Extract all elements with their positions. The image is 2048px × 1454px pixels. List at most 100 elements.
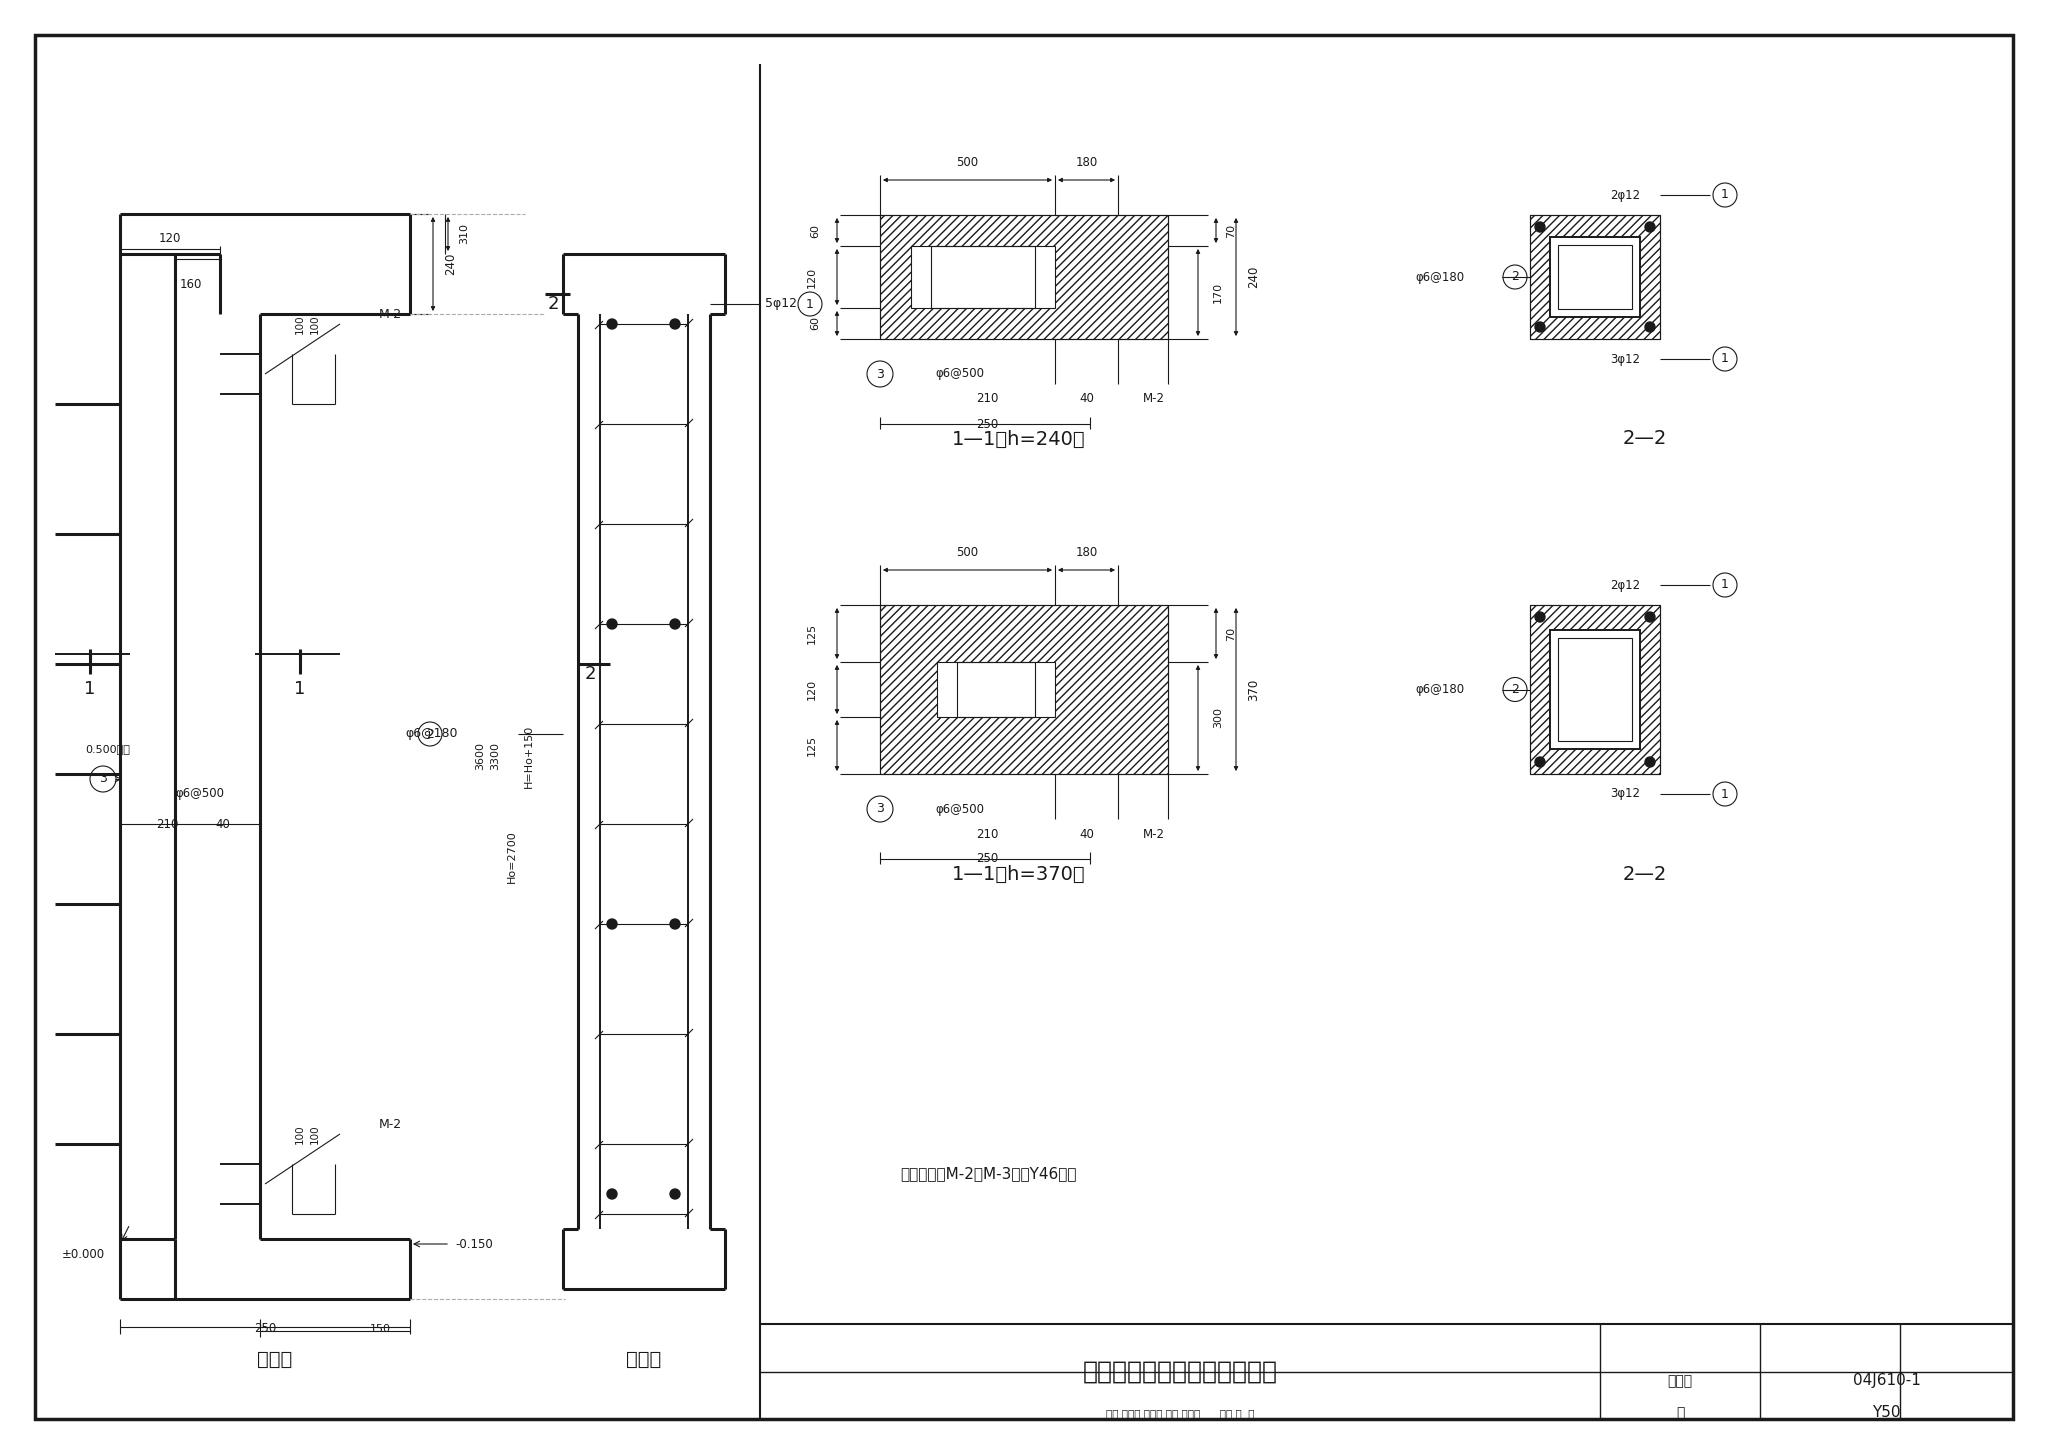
Text: Y50: Y50	[1872, 1405, 1901, 1421]
Circle shape	[1536, 222, 1544, 233]
Bar	[881, 605, 1167, 774]
Text: 5φ12: 5φ12	[766, 298, 797, 311]
Circle shape	[670, 919, 680, 929]
Text: 60: 60	[811, 224, 819, 237]
Bar	[881, 215, 1167, 339]
Bar	[956, 662, 1034, 717]
Bar	[881, 605, 1167, 774]
Circle shape	[670, 318, 680, 329]
Bar	[911, 246, 1055, 308]
Text: 2: 2	[547, 295, 559, 313]
Text: 310: 310	[459, 224, 469, 244]
Text: 1: 1	[295, 680, 305, 698]
Text: 100: 100	[309, 1124, 319, 1144]
Text: -0.150: -0.150	[455, 1237, 494, 1250]
Bar	[1530, 605, 1661, 774]
Bar	[1530, 215, 1661, 339]
Bar	[1550, 237, 1640, 317]
Text: φ6@500: φ6@500	[174, 788, 223, 801]
Text: 150: 150	[369, 1325, 391, 1333]
Text: 1—1（h=240）: 1—1（h=240）	[952, 429, 1085, 448]
Text: 40: 40	[215, 817, 229, 830]
Text: 3φ12: 3φ12	[1610, 352, 1640, 365]
Text: 门槛详图（低式变压器室门）: 门槛详图（低式变压器室门）	[1083, 1359, 1278, 1384]
Bar	[881, 215, 1167, 339]
Text: 240: 240	[1247, 266, 1260, 288]
Text: φ6@500: φ6@500	[936, 803, 983, 816]
Text: M-2: M-2	[379, 307, 401, 320]
Text: 2φ12: 2φ12	[1610, 579, 1640, 592]
Circle shape	[1536, 612, 1544, 622]
Text: 100: 100	[295, 314, 305, 334]
Text: 170: 170	[1212, 282, 1223, 302]
Circle shape	[606, 619, 616, 630]
Text: M-2: M-2	[379, 1118, 401, 1131]
Bar	[932, 246, 1034, 308]
Text: 210: 210	[977, 827, 999, 840]
Circle shape	[1645, 612, 1655, 622]
Text: M-2: M-2	[1143, 393, 1165, 406]
Circle shape	[606, 1189, 616, 1200]
Text: 2φ12: 2φ12	[1610, 189, 1640, 202]
Circle shape	[1536, 321, 1544, 332]
Text: 3φ12: 3φ12	[1610, 788, 1640, 801]
Text: 1—1（h=370）: 1—1（h=370）	[952, 865, 1085, 884]
Text: φ6@500: φ6@500	[936, 368, 983, 381]
Text: 注：预埋件M-2、M-3详见Y46页。: 注：预埋件M-2、M-3详见Y46页。	[899, 1166, 1077, 1182]
Text: M-2: M-2	[1143, 827, 1165, 840]
Text: 1: 1	[1720, 788, 1729, 801]
Text: H=Ho+150: H=Ho+150	[524, 726, 535, 788]
Text: 125: 125	[807, 622, 817, 644]
Text: 70: 70	[1227, 627, 1237, 641]
Text: 180: 180	[1075, 156, 1098, 169]
Text: 100: 100	[295, 1124, 305, 1144]
Text: 3300: 3300	[489, 743, 500, 771]
Text: 160: 160	[180, 278, 203, 291]
Text: Ho=2700: Ho=2700	[508, 830, 516, 883]
Text: 250: 250	[977, 417, 999, 430]
Text: 0.500～顶: 0.500～顶	[86, 744, 129, 755]
Text: φ6@180: φ6@180	[1415, 683, 1464, 696]
Text: 500: 500	[956, 156, 979, 169]
Text: 300: 300	[1212, 708, 1223, 728]
Text: 180: 180	[1075, 545, 1098, 558]
Text: 2: 2	[426, 727, 434, 740]
Text: 2: 2	[584, 664, 596, 683]
Bar	[1530, 605, 1661, 774]
Text: 40: 40	[1079, 827, 1094, 840]
Text: 250: 250	[254, 1323, 276, 1336]
Text: 3: 3	[877, 368, 885, 381]
Text: 1: 1	[1720, 579, 1729, 592]
Text: 125: 125	[807, 734, 817, 756]
Text: 250: 250	[977, 852, 999, 865]
Text: 1: 1	[1720, 189, 1729, 202]
Bar	[938, 662, 1055, 717]
Text: ±0.000: ±0.000	[61, 1248, 104, 1261]
Text: 2: 2	[1511, 270, 1520, 284]
Bar	[1550, 630, 1640, 749]
Text: φ6@180: φ6@180	[1415, 270, 1464, 284]
Text: 120: 120	[160, 233, 180, 246]
Text: 2—2: 2—2	[1622, 865, 1667, 884]
Bar	[1559, 246, 1632, 310]
Circle shape	[1645, 222, 1655, 233]
Circle shape	[606, 318, 616, 329]
Text: 1: 1	[84, 680, 96, 698]
Bar	[1559, 638, 1632, 742]
Text: 70: 70	[1227, 224, 1237, 237]
Text: 3: 3	[98, 772, 106, 785]
Text: 1: 1	[1720, 352, 1729, 365]
Text: 100: 100	[309, 314, 319, 334]
Text: 210: 210	[977, 393, 999, 406]
Circle shape	[1536, 758, 1544, 768]
Text: 240: 240	[444, 253, 457, 275]
Text: 3: 3	[877, 803, 885, 816]
Circle shape	[606, 919, 616, 929]
Text: 120: 120	[807, 679, 817, 699]
Text: φ6@180: φ6@180	[406, 727, 459, 740]
Circle shape	[670, 619, 680, 630]
Text: 1: 1	[807, 298, 813, 311]
Text: 2—2: 2—2	[1622, 429, 1667, 448]
Text: 60: 60	[811, 317, 819, 330]
Circle shape	[1645, 321, 1655, 332]
